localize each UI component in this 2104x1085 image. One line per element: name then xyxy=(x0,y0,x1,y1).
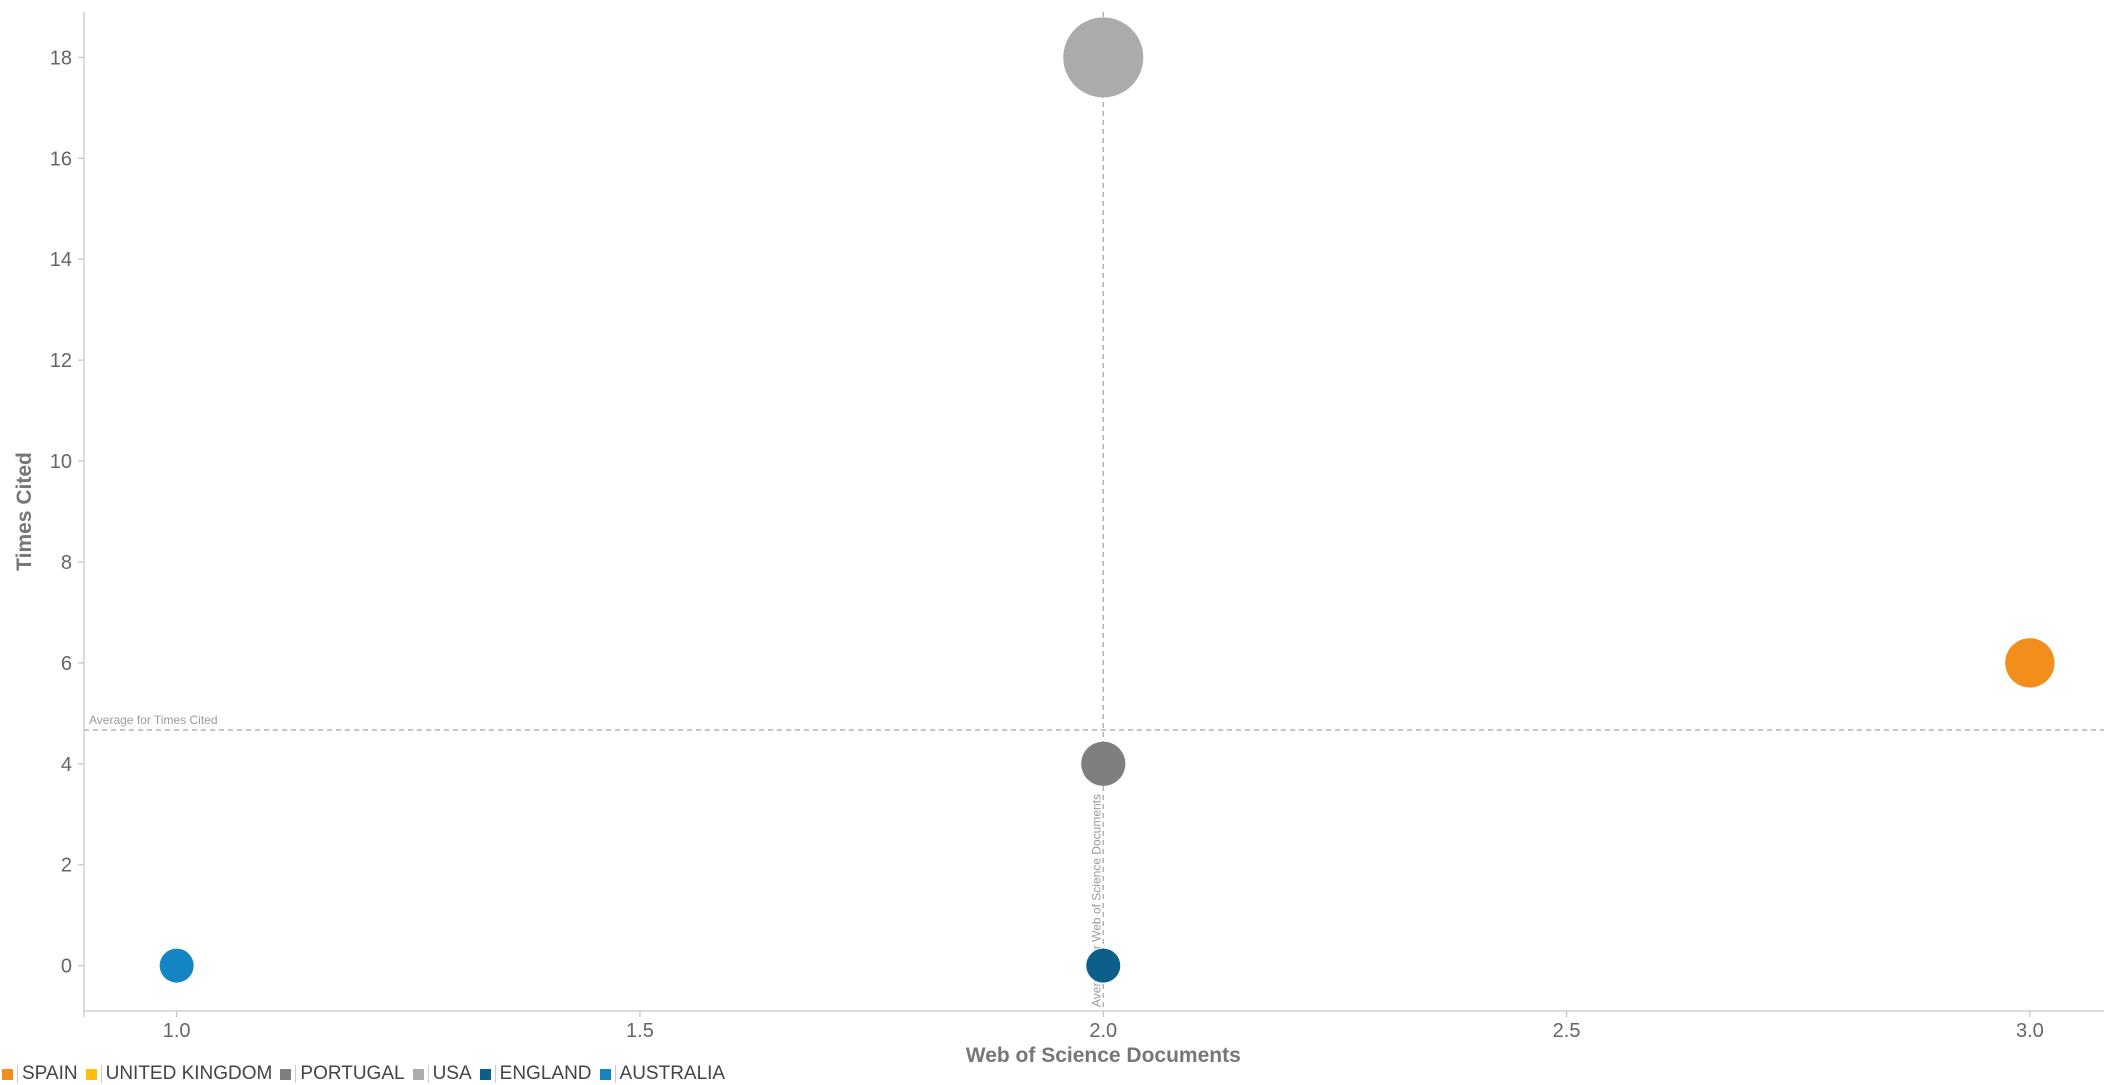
data-point-usa[interactable] xyxy=(1063,17,1144,98)
legend-separator xyxy=(494,1065,496,1083)
legend-label: UNITED KINGDOM xyxy=(105,1063,273,1084)
x-tick-label: 1.5 xyxy=(626,1020,654,1042)
legend-item[interactable]: ENGLAND xyxy=(479,1063,592,1085)
y-tick-label: 12 xyxy=(50,350,72,372)
legend-separator xyxy=(17,1065,18,1083)
y-tick-label: 18 xyxy=(50,47,72,69)
y-tick-label: 4 xyxy=(61,754,72,776)
legend-swatch xyxy=(85,1068,97,1080)
y-tick-label: 6 xyxy=(61,653,72,675)
legend-separator xyxy=(614,1065,616,1083)
data-point-england[interactable] xyxy=(1086,948,1121,983)
legend-item[interactable]: SPAIN xyxy=(2,1063,78,1085)
legend-label: AUSTRALIA xyxy=(619,1063,726,1084)
legend-item[interactable]: USA xyxy=(412,1063,472,1085)
legend-item[interactable]: AUSTRALIA xyxy=(599,1063,726,1085)
y-axis-title: Times Cited xyxy=(13,452,36,571)
legend-item[interactable]: PORTUGAL xyxy=(280,1063,405,1085)
avg-cited-reference-label: Average for Times Cited xyxy=(89,713,218,727)
legend-separator xyxy=(427,1065,429,1083)
data-point-spain[interactable] xyxy=(2005,638,2055,688)
legend-swatch xyxy=(479,1068,491,1080)
legend-item[interactable]: UNITED KINGDOM xyxy=(85,1063,273,1085)
legend-label: ENGLAND xyxy=(499,1063,592,1084)
y-tick-label: 16 xyxy=(50,148,72,170)
y-tick-label: 2 xyxy=(61,855,72,877)
legend-label: USA xyxy=(432,1063,472,1084)
data-points xyxy=(159,17,2055,983)
x-tick-label: 3.0 xyxy=(2016,1020,2044,1042)
y-axis-ticks: 0 2 4 6 8 10 12 14 16 18 xyxy=(50,47,84,978)
x-tick-label: 1.0 xyxy=(163,1020,191,1042)
legend-swatch xyxy=(599,1068,611,1080)
legend-swatch xyxy=(280,1068,292,1080)
y-tick-label: 14 xyxy=(50,249,72,271)
legend-separator xyxy=(100,1065,102,1083)
x-axis-title: Web of Science Documents xyxy=(966,1044,1241,1067)
x-tick-label: 2.0 xyxy=(1089,1020,1117,1042)
y-tick-label: 10 xyxy=(50,451,72,473)
legend-label: PORTUGAL xyxy=(300,1063,405,1084)
y-tick-label: 8 xyxy=(61,552,72,574)
x-tick-label: 2.5 xyxy=(1553,1020,1581,1042)
x-axis-ticks: 1.0 1.5 2.0 2.5 3.0 xyxy=(83,1011,2044,1042)
axes xyxy=(83,12,2104,1012)
legend-label: SPAIN xyxy=(22,1063,78,1084)
reference-lines: Average for Times Cited Average for Web … xyxy=(84,12,2104,1011)
y-tick-label: 0 xyxy=(61,956,72,978)
legend: SPAIN UNITED KINGDOM PORTUGAL USA ENGLAND AUS… xyxy=(2,1063,733,1085)
data-point-australia[interactable] xyxy=(159,948,194,983)
legend-swatch xyxy=(2,1068,13,1080)
data-point-portugal[interactable] xyxy=(1081,741,1126,786)
legend-separator xyxy=(295,1065,297,1083)
legend-swatch xyxy=(412,1068,424,1080)
